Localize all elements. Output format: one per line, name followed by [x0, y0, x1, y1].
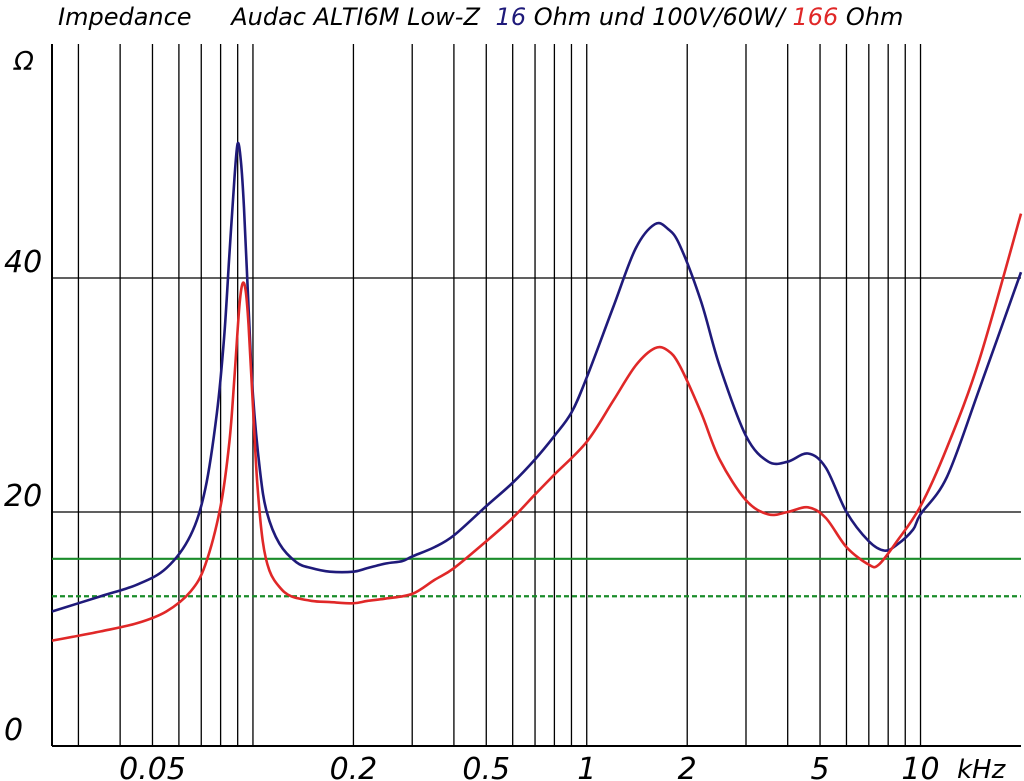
x-tick-label: 10 — [901, 752, 939, 781]
y-tick-label: 20 — [4, 479, 42, 514]
x-tick-label: 2 — [678, 752, 697, 781]
y-tick-label: 0 — [4, 713, 23, 748]
x-tick-label: 0.2 — [330, 752, 378, 781]
x-tick-label: 1 — [577, 752, 596, 781]
chart-title: Impedance Audac ALTI6M Low-Z 16 Ohm und … — [58, 3, 903, 31]
series-line-blue — [51, 141, 1023, 613]
x-tick-label: 0.5 — [462, 752, 510, 781]
y-axis-label: Ω — [13, 47, 34, 77]
x-tick-label: 5 — [810, 752, 829, 781]
series-line-red — [51, 213, 1023, 642]
x-axis-label: kHz — [957, 755, 1007, 781]
x-tick-label: 0.05 — [119, 752, 186, 781]
grid — [51, 44, 1021, 747]
title-blue-value: 16 — [496, 3, 527, 31]
title-red-value: 166 — [792, 3, 838, 31]
title-prefix: Impedance — [58, 3, 192, 31]
series-lines — [51, 141, 1023, 642]
title-model: Audac ALTI6M Low-Z — [229, 3, 480, 31]
title-blue-suffix: Ohm und 100V/60W/ — [534, 3, 788, 31]
title-red-suffix: Ohm — [846, 3, 903, 31]
tick-labels: 0 20 40 0.05 0.2 0.5 1 2 5 10 — [4, 245, 940, 781]
y-tick-label: 40 — [4, 245, 42, 280]
